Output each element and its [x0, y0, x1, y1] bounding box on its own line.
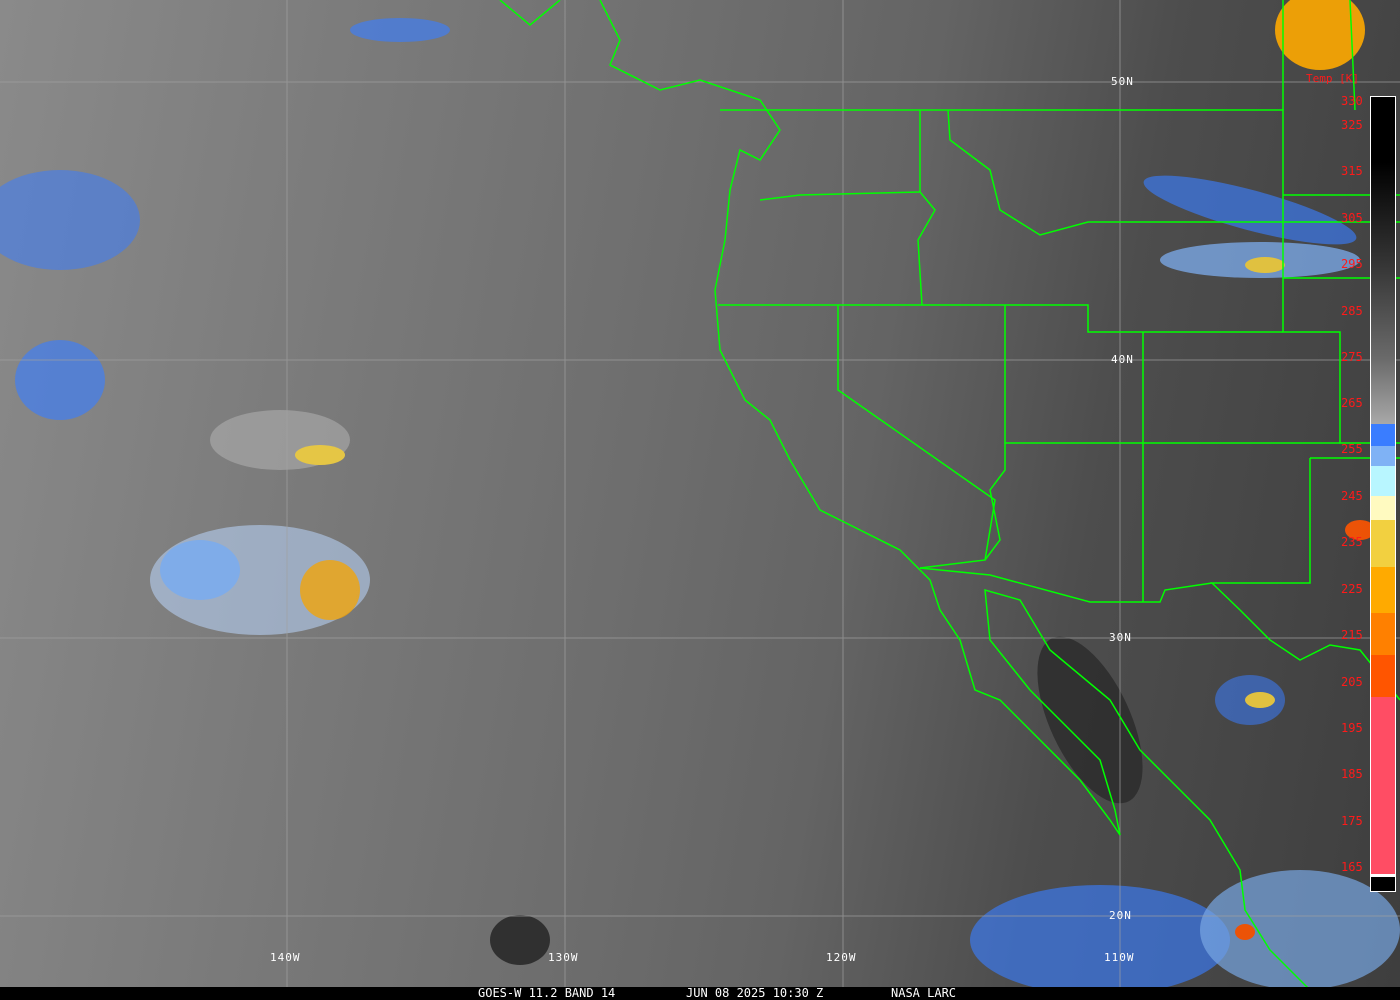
caption-datetime: JUN 08 2025 10:30 Z [686, 986, 824, 1000]
colorbar-gray-segment [1371, 97, 1395, 424]
lon-label-110w: 110W [1104, 951, 1135, 964]
lat-label-30n: 30N [1109, 631, 1132, 644]
colorbar-tick-label: 235 [1341, 535, 1363, 549]
colorbar-tick-label: 225 [1341, 582, 1363, 596]
colorbar-tick-label: 330 [1341, 94, 1363, 108]
image-caption: GOES-W 11.2 BAND 14 JUN 08 2025 10:30 Z NA… [0, 987, 1400, 1000]
caption-source: NASA LARC [891, 986, 957, 1000]
colorbar-white-segment [1371, 874, 1395, 877]
colorbar-blue-segment [1371, 424, 1395, 446]
colorbar-tick-label: 275 [1341, 350, 1363, 364]
lon-label-120w: 120W [826, 951, 857, 964]
lat-label-40n: 40N [1111, 353, 1134, 366]
lon-label-140w: 140W [270, 951, 301, 964]
colorbar-tick-label: 175 [1341, 814, 1363, 828]
colorbar-tick-label: 215 [1341, 628, 1363, 642]
colorbar-tick-label: 265 [1341, 396, 1363, 410]
colorbar-tick-label: 295 [1341, 257, 1363, 271]
colorbar-tick-label: 305 [1341, 211, 1363, 225]
lon-label-130w: 130W [548, 951, 579, 964]
colorbar-tick-label: 195 [1341, 721, 1363, 735]
colorbar-tick-label: 255 [1341, 442, 1363, 456]
lat-label-20n: 20N [1109, 909, 1132, 922]
colorbar-tick-label: 325 [1341, 118, 1363, 132]
colorbar-orange-segment [1371, 613, 1395, 655]
colorbar-tick-label: 285 [1341, 304, 1363, 318]
colorbar-title: Temp [K] [1306, 72, 1359, 85]
colorbar-amber-segment [1371, 567, 1395, 613]
colorbar-pink-segment [1371, 697, 1395, 874]
colorbar-pale-yellow-segment [1371, 496, 1395, 520]
colorbar-tick-label: 205 [1341, 675, 1363, 689]
colorbar-yellow-segment [1371, 520, 1395, 567]
lat-label-50n: 50N [1111, 75, 1134, 88]
colorbar-black-segment [1371, 877, 1395, 891]
colorbar-red-orange-segment [1371, 655, 1395, 697]
political-boundaries [499, 0, 1400, 991]
colorbar-tick-label: 245 [1341, 489, 1363, 503]
caption-product: GOES-W 11.2 BAND 14 [478, 986, 616, 1000]
colorbar-light-blue-segment [1371, 446, 1395, 466]
colorbar-tick-label: 165 [1341, 860, 1363, 874]
colorbar-cyan-segment [1371, 466, 1395, 496]
temperature-colorbar [1370, 96, 1396, 892]
colorbar-tick-label: 185 [1341, 767, 1363, 781]
colorbar-tick-label: 315 [1341, 164, 1363, 178]
